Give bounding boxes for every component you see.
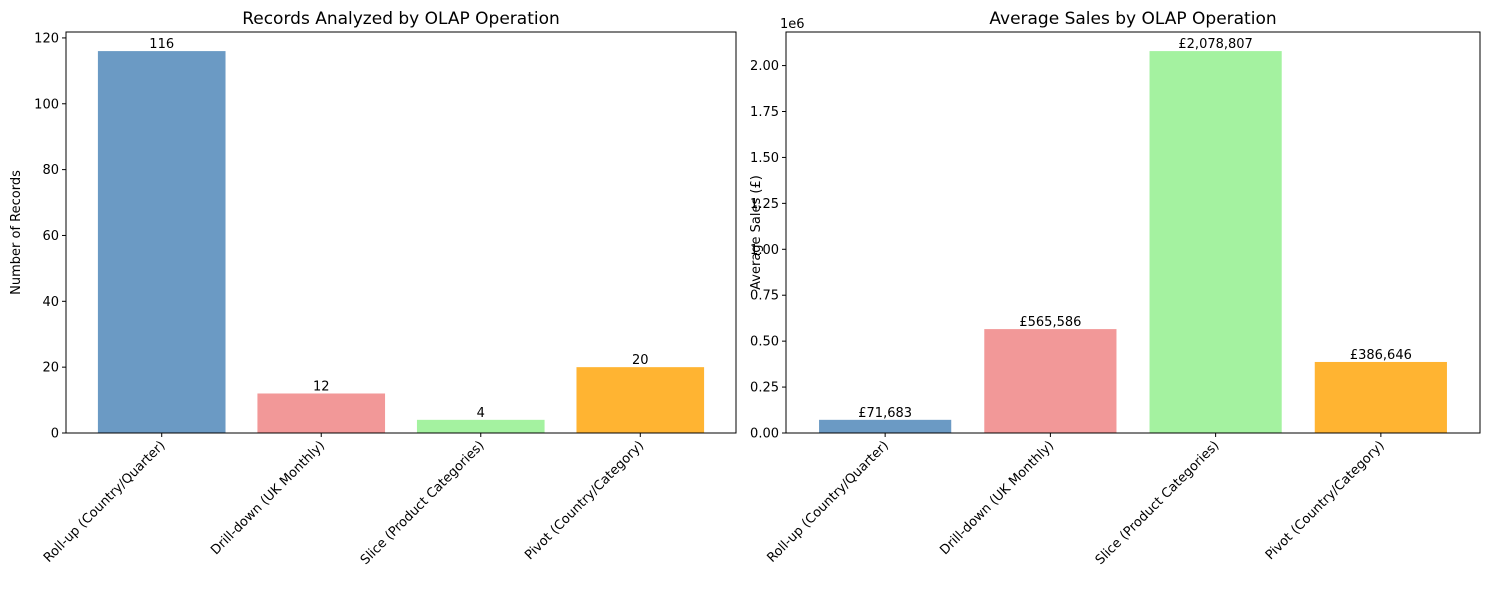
bar-2: [984, 329, 1117, 433]
y-tick-label: 0.75: [750, 289, 779, 304]
x-tick-label: Slice (Product Categories): [1093, 438, 1223, 568]
y-axis-label: Number of Records: [9, 170, 24, 295]
chart-title: Average Sales by OLAP Operation: [989, 9, 1276, 29]
y-tick-label: 40: [42, 295, 59, 310]
x-tick-label: Drill-down (UK Monthly): [937, 438, 1057, 558]
y-tick-label: 20: [42, 361, 59, 376]
data-label-4: £386,646: [1350, 348, 1412, 363]
bar-4: [1314, 361, 1447, 433]
data-label-3: 4: [477, 406, 485, 421]
y-tick-label: 1.00: [750, 243, 779, 258]
y-tick-label: 1.75: [750, 105, 779, 120]
y-tick-label: 1.50: [750, 151, 779, 166]
x-tick-label: Pivot (Country/Category): [522, 438, 647, 563]
bar-1: [97, 51, 226, 433]
x-tick-label: Drill-down (UK Monthly): [208, 438, 328, 558]
data-label-1: £71,683: [858, 406, 912, 421]
y-tick-label: 0.00: [750, 427, 779, 442]
y-tick-label: 0: [51, 427, 59, 442]
y-tick-label: 60: [42, 229, 59, 244]
data-label-2: £565,586: [1019, 315, 1081, 330]
y-offset-label: 1e6: [780, 17, 805, 32]
axes-frame: [785, 31, 1481, 434]
x-tick-label: Roll-up (Country/Quarter): [41, 438, 169, 566]
y-tick-label: 80: [42, 163, 59, 178]
bar-3: [416, 419, 545, 433]
bar-4: [576, 367, 705, 433]
data-label-1: 116: [149, 37, 174, 52]
data-label-2: 12: [313, 379, 330, 394]
sales-chart: £71,683 £565,586 £2,078,807 £386,646 0.00 0.2…: [749, 9, 1481, 568]
x-tick-label: Slice (Product Categories): [358, 438, 488, 568]
y-tick-label: 1.25: [750, 197, 779, 212]
y-tick-label: 0.25: [750, 381, 779, 396]
chart-title: Records Analyzed by OLAP Operation: [242, 9, 560, 29]
y-tick-label: 120: [34, 31, 59, 46]
bar-1: [819, 419, 952, 433]
x-tick-label: Pivot (Country/Category): [1263, 438, 1388, 563]
bar-2: [257, 393, 386, 433]
x-tick-label: Roll-up (Country/Quarter): [764, 438, 892, 566]
axes-frame: [65, 31, 737, 434]
y-tick-label: 2.00: [750, 59, 779, 74]
records-chart: 116 12 4 20 0 20 40 60 80 100 120 Roll-up (Country/…: [9, 9, 737, 568]
bar-3: [1149, 51, 1282, 433]
data-label-3: £2,078,807: [1178, 37, 1252, 52]
y-tick-label: 0.50: [750, 335, 779, 350]
data-label-4: 20: [632, 353, 649, 368]
y-axis-label: Average Sales (£): [749, 175, 764, 290]
y-tick-label: 100: [34, 97, 59, 112]
